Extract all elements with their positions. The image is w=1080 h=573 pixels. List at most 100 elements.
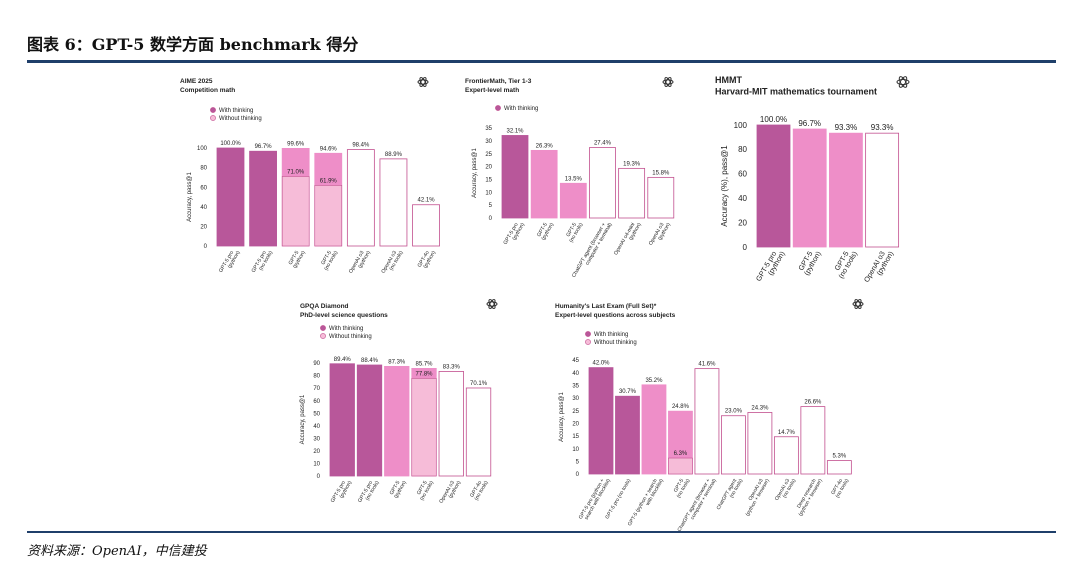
bar-value-label: 32.1%: [506, 128, 524, 134]
y-tick-label: 40: [572, 371, 579, 377]
bar-inner-no-thinking: [314, 185, 343, 247]
bar-2: [530, 149, 558, 219]
bar-value-label: 42.0%: [592, 361, 610, 367]
bar-8: [773, 436, 799, 475]
bar-value-label: 30.7%: [619, 389, 637, 395]
bottom-rule: [27, 531, 1056, 533]
bar-value-label: 96.7%: [255, 144, 273, 150]
category-label: GPT-5 (python + search: [627, 478, 659, 527]
legend-swatch-thinking: [495, 105, 501, 111]
top-rule: [27, 60, 1056, 63]
bar-1: [216, 147, 245, 247]
legend-label-no_thinking: Without thinking: [219, 116, 262, 122]
y-tick-label: 40: [738, 194, 747, 203]
chart-subtitle: Competition math: [180, 87, 235, 94]
bar-7: [747, 412, 773, 475]
bar-value-label: 88.4%: [361, 358, 379, 364]
y-axis-label: Accuracy, pass@1: [300, 394, 306, 444]
y-tick-label: 80: [738, 145, 747, 154]
bar-6: [465, 387, 492, 477]
bar-6: [379, 158, 408, 247]
y-tick-label: 10: [572, 447, 579, 453]
bar-1: [501, 135, 529, 219]
y-axis-label: Accuracy, pass@1: [187, 172, 193, 222]
bar-value-label: 100.0%: [760, 115, 787, 124]
legend-label-thinking: With thinking: [329, 326, 363, 332]
y-tick-label: 20: [313, 449, 320, 455]
bar-6: [721, 415, 746, 475]
chart-gpqa: GPQA Diamond PhD-level science questions W…: [300, 299, 498, 504]
y-axis-label: Accuracy, pass@1: [559, 392, 565, 442]
bar-inner-value-label: 61.9%: [320, 178, 338, 184]
bar-value-label: 26.3%: [536, 143, 554, 149]
bar-value-label: 27.4%: [594, 141, 612, 147]
bar-value-label: 13.5%: [565, 176, 583, 182]
y-tick-label: 0: [576, 472, 580, 478]
bar-inner-value-label: 6.3%: [674, 451, 688, 457]
chart-subtitle: PhD-level science questions: [300, 312, 388, 319]
y-tick-label: 100: [197, 146, 208, 152]
bar-inner-no-thinking: [668, 457, 693, 475]
y-tick-label: 15: [572, 434, 579, 440]
chart-title: GPQA Diamond: [300, 303, 349, 310]
openai-logo-icon: [852, 299, 864, 309]
bar-value-label: 85.7%: [416, 361, 434, 367]
y-tick-label: 30: [485, 139, 492, 145]
bar-value-label: 88.9%: [385, 152, 403, 158]
bar-9: [800, 406, 826, 475]
legend-label-no_thinking: Without thinking: [594, 340, 637, 346]
bar-value-label: 98.4%: [352, 143, 370, 149]
chart-subtitle: Expert-level questions across subjects: [555, 312, 676, 319]
bar-value-label: 19.3%: [623, 161, 641, 167]
bar-value-label: 24.8%: [672, 404, 690, 410]
bar-value-label: 23.0%: [725, 409, 743, 415]
bar-value-label: 100.0%: [220, 141, 241, 147]
chart-subtitle: Expert-level math: [465, 87, 519, 94]
y-tick-label: 45: [572, 358, 579, 364]
chart-aime: AIME 2025 Competition math With thinking Wi…: [180, 77, 440, 274]
bar-value-label: 96.7%: [798, 119, 821, 128]
chart-subtitle: Harvard-MIT mathematics tournament: [715, 87, 877, 97]
y-tick-label: 60: [200, 185, 207, 191]
bar-value-label: 26.6%: [804, 400, 822, 406]
legend-swatch-no_thinking: [210, 115, 216, 121]
chart-frontiermath: FrontierMath, Tier 1-3 Expert-level math W…: [465, 77, 675, 279]
chart-title: FrontierMath, Tier 1-3: [465, 78, 532, 85]
y-tick-label: 15: [485, 178, 492, 184]
y-tick-label: 20: [485, 165, 492, 171]
y-tick-label: 0: [204, 244, 208, 250]
legend-swatch-no_thinking: [585, 339, 591, 345]
openai-logo-icon: [417, 77, 429, 87]
bar-4: [589, 147, 616, 219]
bar-7: [412, 204, 440, 247]
bar-6: [647, 176, 675, 219]
y-tick-label: 0: [489, 216, 493, 222]
bar-10: [826, 460, 852, 475]
bar-value-label: 35.2%: [645, 378, 663, 384]
bar-2: [356, 364, 383, 477]
page-title: 图表 6：GPT-5 数学方面 benchmark 得分: [27, 35, 359, 54]
bar-5: [438, 371, 464, 477]
bar-inner-no-thinking: [281, 176, 310, 247]
bar-1: [329, 363, 355, 477]
legend-label-thinking: With thinking: [594, 332, 628, 338]
bar-value-label: 93.3%: [871, 123, 894, 132]
y-tick-label: 70: [313, 386, 320, 392]
bar-3: [559, 182, 587, 219]
y-tick-label: 0: [317, 474, 321, 480]
y-tick-label: 90: [313, 361, 320, 367]
bar-2: [615, 395, 640, 475]
bar-2: [249, 150, 277, 247]
bar-value-label: 89.4%: [334, 357, 352, 363]
y-tick-label: 35: [572, 383, 579, 389]
y-tick-label: 60: [738, 170, 747, 179]
bar-value-label: 70.1%: [470, 381, 488, 387]
y-tick-label: 20: [200, 225, 207, 231]
bar-3: [641, 384, 667, 475]
y-tick-label: 50: [313, 411, 320, 417]
bar-value-label: 83.3%: [443, 364, 461, 370]
y-tick-label: 5: [489, 203, 493, 209]
openai-logo-icon: [896, 76, 910, 88]
bar-value-label: 14.7%: [778, 430, 796, 436]
y-tick-label: 60: [313, 399, 320, 405]
